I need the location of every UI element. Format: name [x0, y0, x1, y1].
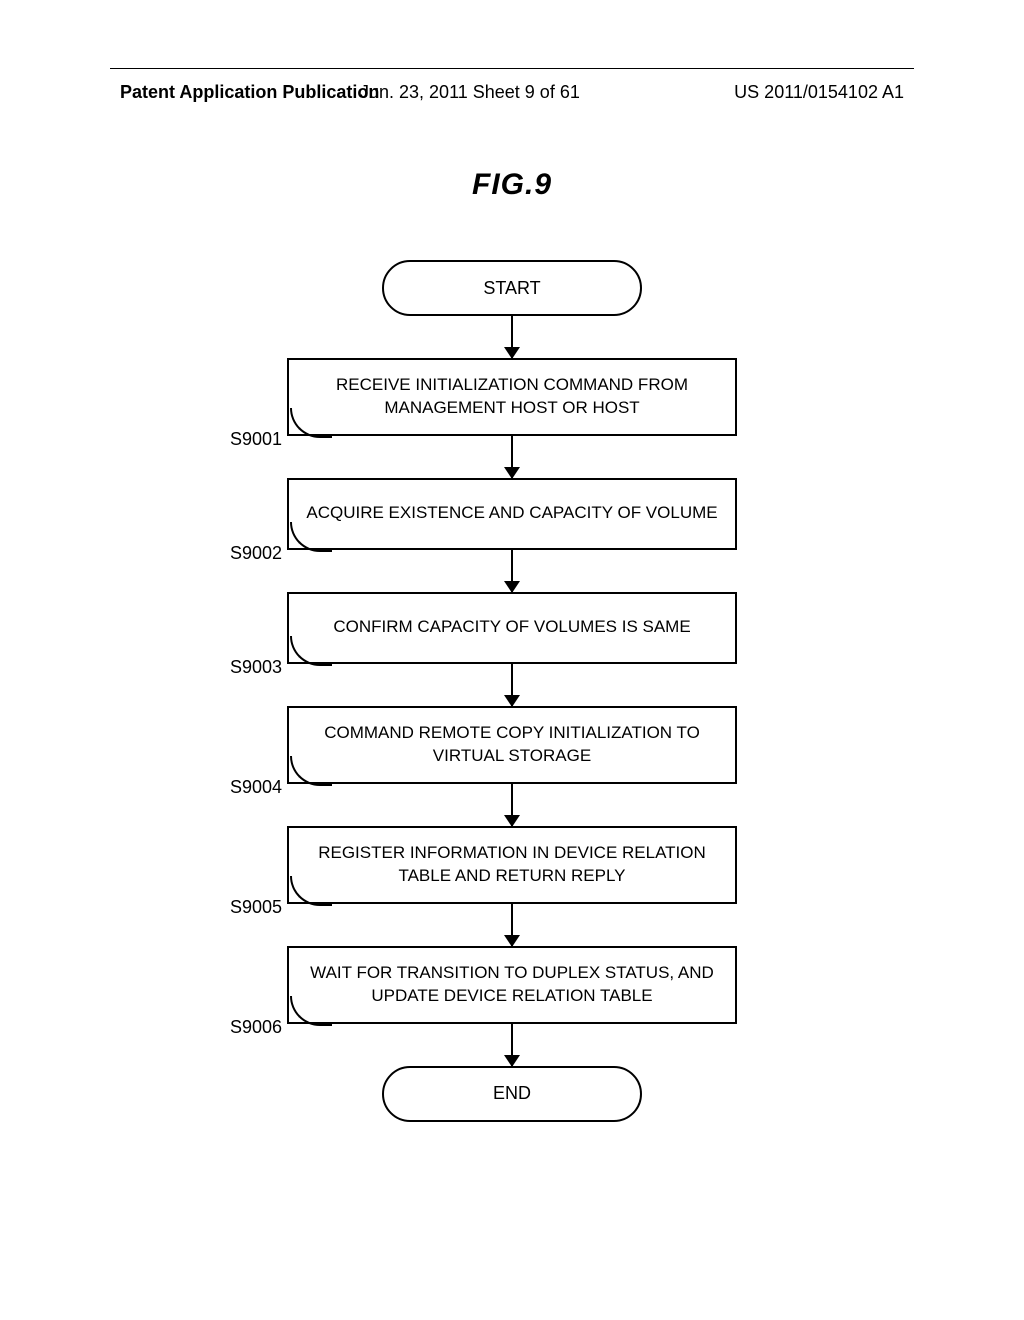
process-text: ACQUIRE EXISTENCE AND CAPACITY OF VOLUME: [306, 502, 717, 525]
process-text: RECEIVE INITIALIZATION COMMAND FROM MANA…: [299, 374, 725, 420]
flowchart: START RECEIVE INITIALIZATION COMMAND FRO…: [0, 260, 1024, 1122]
arrow: [0, 904, 1024, 946]
end-label: END: [493, 1083, 531, 1104]
process-text: CONFIRM CAPACITY OF VOLUMES IS SAME: [333, 616, 690, 639]
header-mid: Jun. 23, 2011 Sheet 9 of 61: [360, 82, 580, 103]
process-s9002: ACQUIRE EXISTENCE AND CAPACITY OF VOLUME: [287, 478, 737, 550]
start-label: START: [483, 278, 540, 299]
process-s9003: CONFIRM CAPACITY OF VOLUMES IS SAME: [287, 592, 737, 664]
process-s9005: REGISTER INFORMATION IN DEVICE RELATION …: [287, 826, 737, 904]
process-text: COMMAND REMOTE COPY INITIALIZATION TO VI…: [299, 722, 725, 768]
process-s9004: COMMAND REMOTE COPY INITIALIZATION TO VI…: [287, 706, 737, 784]
arrow: [0, 550, 1024, 592]
header-rule: [110, 68, 914, 69]
start-terminator: START: [382, 260, 642, 316]
process-text: REGISTER INFORMATION IN DEVICE RELATION …: [299, 842, 725, 888]
header-right: US 2011/0154102 A1: [734, 82, 904, 103]
page: Patent Application Publication Jun. 23, …: [0, 0, 1024, 1320]
process-s9001: RECEIVE INITIALIZATION COMMAND FROM MANA…: [287, 358, 737, 436]
process-text: WAIT FOR TRANSITION TO DUPLEX STATUS, AN…: [299, 962, 725, 1008]
arrow: [0, 1024, 1024, 1066]
end-terminator: END: [382, 1066, 642, 1122]
arrow: [0, 316, 1024, 358]
arrow: [0, 784, 1024, 826]
figure-title: FIG.9: [472, 168, 552, 202]
arrow: [0, 664, 1024, 706]
header-left: Patent Application Publication: [120, 82, 379, 103]
process-s9006: WAIT FOR TRANSITION TO DUPLEX STATUS, AN…: [287, 946, 737, 1024]
arrow: [0, 436, 1024, 478]
